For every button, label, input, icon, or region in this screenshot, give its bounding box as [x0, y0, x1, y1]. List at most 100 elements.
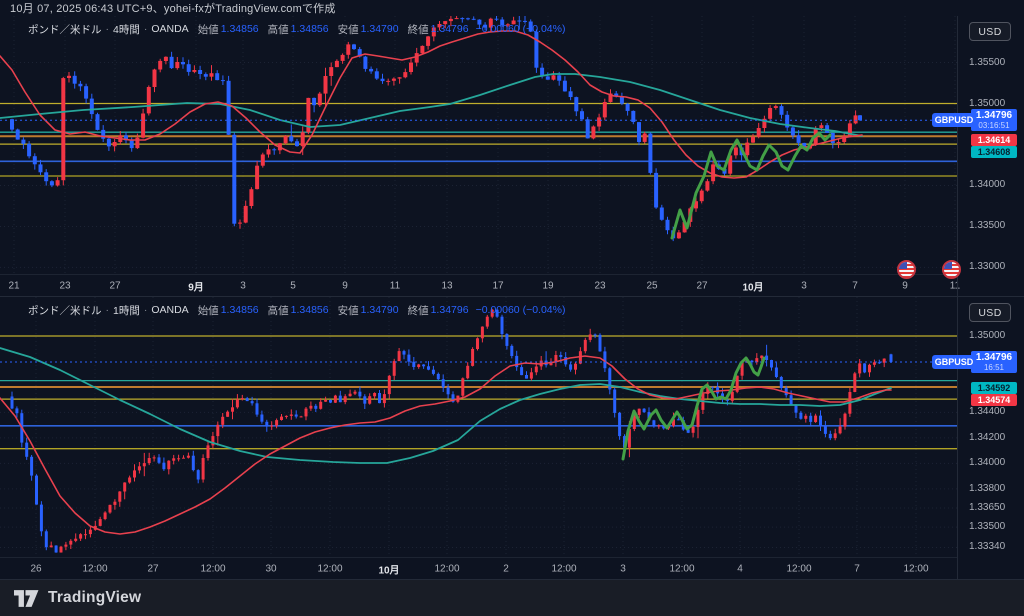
legend-separator: · — [105, 23, 110, 35]
high-value: 1.34856 — [290, 23, 329, 35]
legend-interval: 1時間 — [113, 304, 140, 317]
open-value: 1.34856 — [220, 23, 259, 35]
chart-canvas-4h[interactable] — [0, 16, 958, 275]
footer-bar: TradingView — [0, 579, 1024, 616]
creation-caption: 10月 07, 2025 06:43 UTC+9、yohei-fxがTradin… — [10, 3, 336, 15]
legend-1h[interactable]: ポンド／米ドル · 1時間 · OANDA 始値 1.34856 高値 1.34… — [28, 303, 565, 317]
time-axis-4h[interactable]: 21 23 27 9月 3 5 9 11 13 17 19 23 25 27 10月 3 7 9 11 — [0, 274, 960, 296]
bar-countdown: 03:16:51 — [978, 121, 1010, 131]
horizontal-lines-layer[interactable] — [0, 335, 958, 450]
high-value: 1.34856 — [290, 304, 329, 316]
economic-event-flag[interactable] — [942, 260, 961, 279]
ma-slow-line[interactable] — [0, 73, 863, 137]
chart-canvas-1h[interactable] — [0, 297, 958, 558]
time-tick-label: 4 — [737, 563, 743, 575]
time-tick-label: 17 — [492, 280, 504, 291]
low-value: 1.34790 — [360, 23, 399, 35]
chart-panel-1h: ポンド／米ドル · 1時間 · OANDA 始値 1.34856 高値 1.34… — [0, 296, 1024, 580]
time-tick-label: 10月 — [378, 565, 400, 577]
price-tick-label: 1.33650 — [969, 501, 1006, 513]
last-price-label: 1.34796 16:51 — [971, 350, 1017, 373]
legend-venue: OANDA — [151, 23, 189, 35]
close-value: 1.34796 — [430, 304, 469, 316]
legend-separator: · — [105, 304, 110, 316]
time-tick-label: 3 — [240, 280, 246, 291]
legend-4h[interactable]: ポンド／米ドル · 4時間 · OANDA 始値 1.34856 高値 1.34… — [28, 22, 565, 36]
time-axis-1h[interactable]: 26 12:00 27 12:00 30 12:00 10月 12:00 2 12:00 3 12:0… — [0, 557, 958, 580]
ma-slow-price-label: 1.34592 — [971, 381, 1017, 394]
time-tick-label: 12:00 — [82, 563, 108, 575]
time-tick-label: 13 — [441, 280, 453, 291]
tradingview-brand-text[interactable]: TradingView — [48, 589, 142, 606]
chart-panel-4h: ポンド／米ドル · 4時間 · OANDA 始値 1.34856 高値 1.34… — [0, 16, 1024, 296]
high-label: 高値 — [267, 304, 289, 317]
price-tick-label: 1.34000 — [969, 457, 1006, 469]
price-tick-label: 1.35500 — [969, 56, 1006, 68]
close-value: 1.34796 — [430, 23, 469, 35]
price-axis-1h[interactable]: USD 1.34796 16:51 1.34592 1.34574 1.3500… — [957, 297, 1024, 580]
time-tick-label: 21 — [8, 280, 20, 291]
close-label: 終値 — [407, 304, 429, 317]
price-tick-label: 1.33000 — [969, 261, 1006, 273]
legend-separator: · — [143, 23, 148, 35]
time-tick-label: 27 — [696, 280, 708, 291]
legend-interval: 4時間 — [113, 23, 140, 36]
time-tick-label: 27 — [147, 563, 159, 575]
ma-fast-line[interactable] — [0, 355, 892, 535]
time-tick-label: 30 — [265, 563, 277, 575]
currency-button-4h[interactable]: USD — [969, 22, 1011, 41]
time-tick-label: 12:00 — [669, 563, 695, 575]
price-tick-label: 1.33340 — [969, 541, 1006, 553]
open-value: 1.34856 — [220, 304, 259, 316]
time-tick-label: 9月 — [188, 282, 204, 293]
time-tick-label: 23 — [594, 280, 606, 291]
freehand-drawing[interactable] — [670, 131, 832, 240]
close-label: 終値 — [407, 23, 429, 36]
ma-slow-line[interactable] — [0, 347, 892, 464]
candles-layer — [10, 308, 893, 553]
time-tick-label: 5 — [290, 280, 296, 291]
time-tick-label: 11 — [389, 280, 401, 291]
time-tick-label: 12:00 — [903, 563, 929, 575]
time-tick-label: 27 — [109, 280, 121, 291]
freehand-drawing[interactable] — [621, 356, 766, 461]
price-tick-label: 1.34400 — [969, 406, 1006, 418]
price-tick-label: 1.33800 — [969, 482, 1006, 494]
symbol-tag: GBPUSD — [932, 113, 976, 128]
price-tick-label: 1.34000 — [969, 179, 1006, 191]
high-label: 高値 — [267, 23, 289, 36]
time-tick-label: 12:00 — [786, 563, 812, 575]
time-tick-label: 3 — [620, 563, 626, 575]
currency-button-1h[interactable]: USD — [969, 303, 1011, 322]
time-tick-label: 12:00 — [317, 563, 343, 575]
economic-event-flag[interactable] — [897, 260, 916, 279]
ma-fast-price-label: 1.34574 — [971, 393, 1017, 406]
low-label: 安値 — [337, 23, 359, 36]
tradingview-logo-icon[interactable] — [14, 589, 40, 607]
price-tick-label: 1.33500 — [969, 220, 1006, 232]
time-tick-label: 26 — [30, 563, 42, 575]
us-flag-icon — [899, 262, 907, 269]
time-tick-label: 12:00 — [200, 563, 226, 575]
time-tick-label: 2 — [503, 563, 509, 575]
horizontal-lines-layer[interactable] — [0, 102, 958, 177]
time-tick-label: 23 — [59, 280, 71, 291]
time-tick-label: 12:00 — [551, 563, 577, 575]
open-label: 始値 — [197, 304, 219, 317]
legend-separator: · — [143, 304, 148, 316]
price-tick-label: 1.35000 — [969, 330, 1006, 341]
price-axis-4h[interactable]: USD 1.34796 03:16:51 1.34614 1.34608 1.3… — [957, 16, 1024, 296]
low-label: 安値 — [337, 304, 359, 317]
us-flag-icon — [944, 262, 952, 269]
change-value: −0.00060 (−0.04%) — [475, 304, 566, 316]
bar-countdown: 16:51 — [983, 362, 1005, 372]
time-tick-label: 9 — [342, 280, 348, 291]
time-tick-label: 7 — [854, 563, 860, 575]
time-tick-label: 12:00 — [434, 563, 460, 575]
ma-fast-line[interactable] — [0, 30, 863, 179]
ma-slow-price-label: 1.34608 — [971, 146, 1017, 159]
time-tick-label: 7 — [852, 280, 858, 291]
legend-venue: OANDA — [151, 304, 189, 316]
symbol-tag: GBPUSD — [932, 354, 976, 369]
